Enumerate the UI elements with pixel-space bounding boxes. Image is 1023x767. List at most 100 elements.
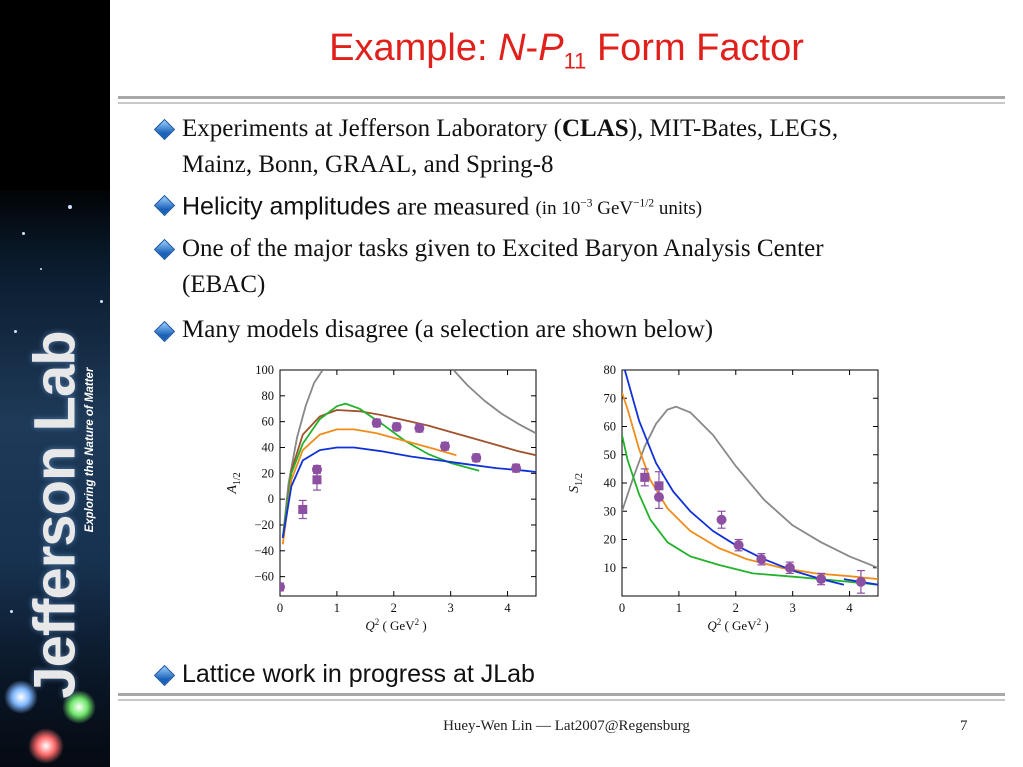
y-axis-label: S1/2 <box>567 473 585 493</box>
data-point-square <box>312 475 322 485</box>
y-tick-label: 70 <box>604 391 617 405</box>
x-tick-label: 3 <box>448 601 454 615</box>
title-subscript: 11 <box>563 48 587 74</box>
data-point <box>855 576 866 587</box>
data-point <box>716 514 727 525</box>
series-line-green <box>281 402 480 539</box>
y-tick-label: 80 <box>604 363 617 377</box>
chart-a-plot-area <box>280 370 536 592</box>
footer-author: Huey-Wen Lin — Lat2007@Regensburg <box>443 718 690 734</box>
y-tick-label: 80 <box>262 389 275 403</box>
x-tick-label: 2 <box>391 601 397 615</box>
y-tick-label: 20 <box>262 466 275 480</box>
glow-orb-red <box>28 728 64 764</box>
page-number: 7 <box>960 718 968 734</box>
star-glint <box>22 232 25 235</box>
data-point <box>784 562 795 573</box>
data-point <box>511 463 522 474</box>
x-tick-label: 3 <box>790 601 796 615</box>
top-rule-thin <box>118 102 1005 104</box>
chart-s-half: 80 70 60 50 40 30 20 10 0 1 2 3 4 Q2 ( GeV2 ) S1/2 <box>567 363 879 633</box>
chart-s-plot-area <box>622 370 878 594</box>
x-tick-label: 0 <box>277 601 283 615</box>
data-point <box>439 441 450 452</box>
bullet-ebac: One of the major tasks given to Excited … <box>182 231 1002 303</box>
bullet-icon <box>153 664 176 687</box>
star-glint <box>68 205 72 209</box>
title-suffix: Form Factor <box>586 27 804 69</box>
data-point <box>391 421 402 432</box>
series-line-blue <box>281 446 536 539</box>
bullet-ebac-line2: (EBAC) <box>182 271 266 298</box>
x-tick-label: 4 <box>846 601 853 615</box>
title-prefix: Example: <box>329 27 499 69</box>
data-point <box>471 452 482 463</box>
brand-top-black <box>0 0 110 190</box>
y-tick-label: −40 <box>254 544 274 558</box>
x-tick-label: 1 <box>676 601 682 615</box>
y-axis-label: A1/2 <box>225 472 243 494</box>
y-tick-label: 40 <box>604 476 617 490</box>
bullet-experiments-line2: Mainz, Bonn, GRAAL, and Spring-8 <box>182 151 554 178</box>
x-tick-label: 4 <box>504 601 511 615</box>
x-axis-label: Q2 ( GeV2 ) <box>707 617 768 633</box>
helicity-label: Helicity amplitudes <box>182 192 391 221</box>
bullet-experiments-line1: Experiments at Jefferson Laboratory (CLA… <box>182 115 839 142</box>
y-tick-label: 10 <box>604 561 617 575</box>
bullet-ebac-line1: One of the major tasks given to Excited … <box>182 235 824 262</box>
title-p: P <box>538 27 564 69</box>
data-point <box>280 581 285 592</box>
data-point <box>756 554 767 565</box>
series-line-green <box>622 434 878 586</box>
series-line-brown <box>281 409 536 539</box>
bullet-lattice: Lattice work in progress at JLab <box>182 660 535 688</box>
series-line-grey <box>281 370 324 538</box>
title-n: N <box>498 27 526 69</box>
bullet-helicity: Helicity amplitudes are measured (in 10−… <box>182 192 703 221</box>
y-tick-label: 100 <box>255 363 274 377</box>
glow-orb-blue <box>4 680 38 714</box>
data-point <box>816 574 827 585</box>
y-tick-label: 60 <box>262 415 275 429</box>
chart-a-half: 100 80 60 40 20 0 −20 −40 −60 0 1 2 3 4 Q2 ( GeV2 ) A1/… <box>225 363 537 633</box>
y-tick-label: −20 <box>254 518 274 532</box>
x-axis-label: Q2 ( GeV2 ) <box>365 617 426 633</box>
bullet-icon <box>153 320 176 343</box>
bullet-icon <box>153 238 176 261</box>
bullet-models: Many models disagree (a selection are sh… <box>182 316 714 343</box>
y-tick-label: 60 <box>604 420 617 434</box>
series-line-blue <box>623 370 845 586</box>
y-tick-label: 30 <box>604 504 617 518</box>
y-tick-label: −60 <box>254 570 274 584</box>
series-line-grey <box>452 370 536 435</box>
bottom-rule-thin <box>118 699 1005 701</box>
data-point-square <box>640 472 650 482</box>
bullet-icon <box>153 118 176 141</box>
brand-strip: Jefferson Lab Exploring the Nature of Ma… <box>0 0 110 767</box>
bullet-icon <box>153 194 176 217</box>
clas-label: CLAS <box>561 115 629 142</box>
data-point-square <box>298 504 308 514</box>
series-line-orange <box>281 428 457 545</box>
x-tick-label: 1 <box>334 601 340 615</box>
units-note: (in 10−3 GeV−1/2 units) <box>535 198 703 220</box>
series-line-grey <box>622 405 878 569</box>
data-point <box>371 417 382 428</box>
star-glint <box>100 300 103 303</box>
data-point <box>414 423 425 434</box>
y-tick-label: 40 <box>262 440 275 454</box>
x-tick-label: 2 <box>733 601 739 615</box>
star-glint <box>14 330 17 333</box>
chart-a-frame <box>279 369 537 597</box>
y-tick-label: 20 <box>604 533 617 547</box>
y-tick-label: 0 <box>268 492 274 506</box>
data-point <box>311 464 322 475</box>
star-glint <box>10 610 13 613</box>
data-point <box>653 492 664 503</box>
slide-title: Example: N-P11 Form Factor <box>110 27 1023 74</box>
bullet-experiments: Experiments at Jefferson Laboratory (CLA… <box>182 111 1002 183</box>
y-tick-label: 50 <box>604 448 617 462</box>
data-point <box>733 540 744 551</box>
brand-tagline: Exploring the Nature of Matter <box>84 367 96 533</box>
title-dash: - <box>525 27 539 69</box>
